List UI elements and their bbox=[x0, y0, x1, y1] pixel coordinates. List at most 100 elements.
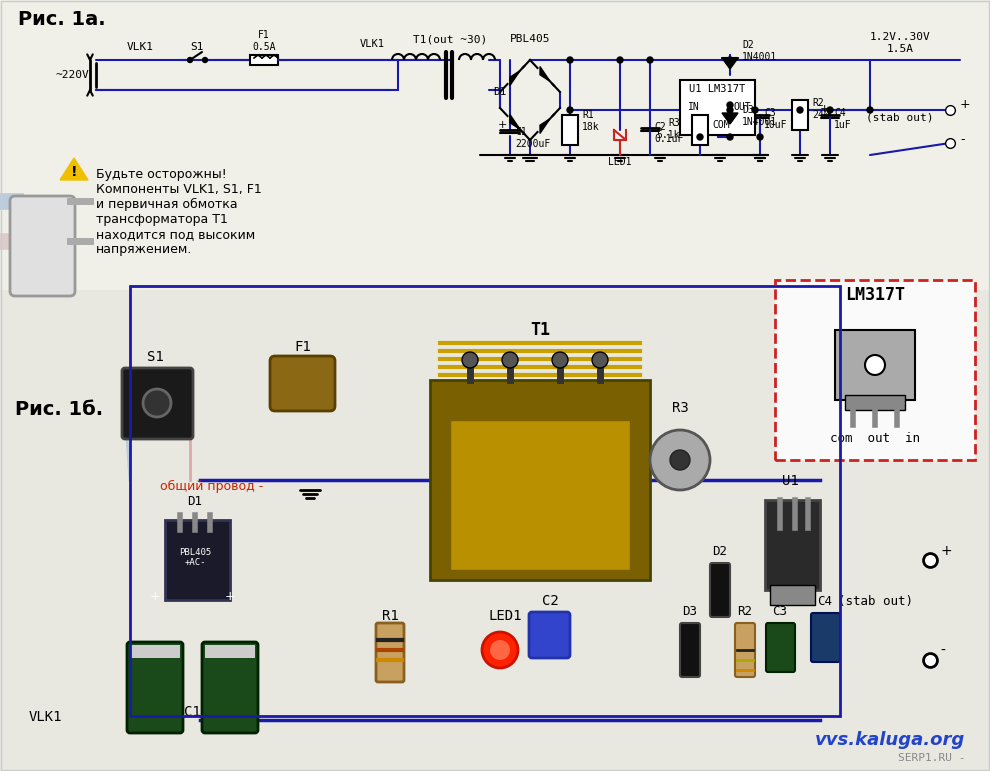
FancyBboxPatch shape bbox=[165, 520, 230, 600]
Circle shape bbox=[462, 352, 478, 368]
Text: F1
0.5A: F1 0.5A bbox=[252, 30, 276, 52]
Circle shape bbox=[187, 58, 192, 62]
Text: C2
0.1uF: C2 0.1uF bbox=[654, 123, 683, 144]
Text: +: + bbox=[960, 98, 970, 111]
Text: PBL405
+AC-: PBL405 +AC- bbox=[179, 547, 211, 567]
FancyBboxPatch shape bbox=[775, 280, 975, 460]
FancyBboxPatch shape bbox=[127, 642, 183, 733]
Bar bbox=[205, 645, 255, 658]
Text: IN: IN bbox=[688, 102, 700, 112]
Bar bbox=[450, 420, 630, 570]
FancyBboxPatch shape bbox=[430, 380, 650, 580]
Text: U1: U1 bbox=[782, 474, 798, 488]
Text: C4: C4 bbox=[818, 595, 833, 608]
Polygon shape bbox=[722, 113, 738, 124]
Circle shape bbox=[567, 57, 573, 63]
Circle shape bbox=[490, 640, 510, 660]
Circle shape bbox=[757, 134, 763, 140]
Text: (stab out): (stab out) bbox=[838, 595, 913, 608]
Text: LED1: LED1 bbox=[608, 157, 632, 167]
Text: !: ! bbox=[70, 165, 77, 179]
Text: T1(out ~30): T1(out ~30) bbox=[413, 34, 487, 44]
Circle shape bbox=[827, 107, 833, 113]
Circle shape bbox=[617, 57, 623, 63]
Text: COM: COM bbox=[713, 120, 731, 130]
Circle shape bbox=[670, 450, 690, 470]
FancyBboxPatch shape bbox=[529, 612, 570, 658]
Text: +: + bbox=[498, 120, 507, 130]
Text: R2
240: R2 240 bbox=[812, 99, 830, 120]
Text: C1
2200uF: C1 2200uF bbox=[515, 127, 550, 149]
Text: +: + bbox=[940, 544, 951, 558]
Text: SERP1.RU -: SERP1.RU - bbox=[898, 753, 965, 763]
Text: +: + bbox=[820, 104, 830, 114]
Bar bbox=[770, 585, 815, 605]
Bar bbox=[0, 290, 990, 771]
Text: D3: D3 bbox=[682, 605, 698, 618]
Text: F1: F1 bbox=[295, 340, 312, 354]
FancyBboxPatch shape bbox=[710, 563, 730, 617]
Bar bbox=[250, 55, 278, 65]
Text: -: - bbox=[960, 133, 964, 146]
Text: S1: S1 bbox=[147, 350, 163, 364]
Text: +: + bbox=[149, 590, 160, 603]
Text: VLK1: VLK1 bbox=[359, 39, 384, 49]
Polygon shape bbox=[722, 58, 738, 69]
Text: +: + bbox=[750, 104, 759, 114]
Text: Рис. 1а.: Рис. 1а. bbox=[18, 10, 106, 29]
Polygon shape bbox=[540, 119, 550, 133]
Bar bbox=[692, 115, 708, 145]
FancyBboxPatch shape bbox=[845, 395, 905, 410]
Bar bbox=[562, 115, 578, 145]
Polygon shape bbox=[510, 71, 520, 86]
Text: OUT: OUT bbox=[733, 102, 750, 112]
Circle shape bbox=[867, 107, 873, 113]
Polygon shape bbox=[60, 158, 88, 180]
Text: C1: C1 bbox=[183, 705, 200, 719]
FancyBboxPatch shape bbox=[680, 623, 700, 677]
Text: com  out  in: com out in bbox=[830, 432, 920, 445]
Bar bbox=[792, 100, 808, 130]
Text: VLK1: VLK1 bbox=[29, 710, 61, 724]
Circle shape bbox=[727, 107, 733, 113]
Text: T1: T1 bbox=[530, 321, 550, 339]
FancyBboxPatch shape bbox=[270, 356, 335, 411]
Text: C3
10uF: C3 10uF bbox=[764, 109, 787, 130]
Circle shape bbox=[482, 632, 518, 668]
Text: 1.2V..30V
1.5A: 1.2V..30V 1.5A bbox=[869, 32, 931, 54]
Circle shape bbox=[727, 102, 733, 108]
Circle shape bbox=[552, 352, 568, 368]
Text: D3
1N4001: D3 1N4001 bbox=[742, 106, 777, 127]
Text: U1 LM317T: U1 LM317T bbox=[689, 84, 745, 94]
Text: D1: D1 bbox=[493, 87, 507, 97]
Circle shape bbox=[203, 58, 208, 62]
FancyBboxPatch shape bbox=[811, 613, 840, 662]
Text: LED1: LED1 bbox=[488, 609, 522, 623]
Bar bbox=[130, 286, 840, 716]
Text: (stab out): (stab out) bbox=[866, 112, 934, 122]
Text: C4
1uF: C4 1uF bbox=[834, 109, 851, 130]
Bar bbox=[130, 645, 180, 658]
Text: R1: R1 bbox=[381, 609, 398, 623]
FancyBboxPatch shape bbox=[735, 623, 755, 677]
Polygon shape bbox=[510, 115, 520, 130]
FancyBboxPatch shape bbox=[765, 500, 820, 590]
Circle shape bbox=[143, 389, 171, 417]
Polygon shape bbox=[540, 66, 550, 81]
Text: C3: C3 bbox=[772, 605, 787, 618]
Text: Будьте осторожны!
Компоненты VLK1, S1, F1
и первичная обмотка
трансформатора Т1
: Будьте осторожны! Компоненты VLK1, S1, F… bbox=[96, 168, 261, 256]
Text: LM317T: LM317T bbox=[845, 286, 905, 304]
Text: D2
1N4001: D2 1N4001 bbox=[742, 40, 777, 62]
Text: D1: D1 bbox=[187, 495, 203, 508]
Text: vvs.kaluga.org: vvs.kaluga.org bbox=[815, 731, 965, 749]
Text: VLK1: VLK1 bbox=[127, 42, 153, 52]
Circle shape bbox=[647, 57, 653, 63]
Text: PBL405: PBL405 bbox=[510, 34, 550, 44]
FancyBboxPatch shape bbox=[10, 196, 75, 296]
Text: общий провод -: общий провод - bbox=[160, 480, 267, 493]
Circle shape bbox=[865, 355, 885, 375]
Text: -: - bbox=[940, 644, 944, 658]
FancyBboxPatch shape bbox=[202, 642, 258, 733]
Circle shape bbox=[727, 57, 733, 63]
FancyBboxPatch shape bbox=[766, 623, 795, 672]
